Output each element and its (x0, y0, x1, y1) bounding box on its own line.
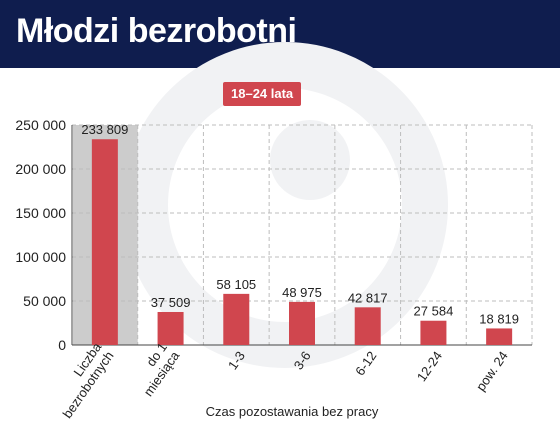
x-tick-label: 3-6 (291, 348, 314, 372)
bar (289, 301, 315, 345)
data-label: 233 809 (81, 122, 128, 137)
data-label: 48 975 (282, 285, 322, 300)
x-axis-title: Czas pozostawania bez pracy (206, 404, 379, 419)
x-tick-label-group: 3-6 (291, 348, 314, 372)
bar (223, 293, 250, 345)
y-tick-label: 50 000 (23, 293, 66, 309)
x-tick-label-group: 1-3 (225, 348, 248, 372)
age-group-badge: 18–24 lata (223, 82, 302, 106)
data-label: 18 819 (479, 311, 519, 326)
x-tick-label-group: pow. 24 (473, 348, 511, 393)
x-tick-label-group: 12-24 (414, 348, 445, 384)
x-tick-label: 1-3 (225, 348, 248, 372)
data-label: 37 509 (151, 295, 191, 310)
y-tick-label: 100 000 (15, 249, 66, 265)
bar (91, 139, 118, 345)
bar (157, 311, 184, 345)
data-label: 42 817 (348, 290, 388, 305)
x-tick-label: pow. 24 (473, 348, 511, 393)
data-label: 58 105 (216, 277, 256, 292)
x-tick-label: 6-12 (352, 348, 379, 378)
bar (420, 320, 447, 345)
y-tick-label: 150 000 (15, 205, 66, 221)
y-tick-label: 0 (58, 337, 66, 353)
bar (354, 307, 381, 345)
x-tick-label: 12-24 (414, 348, 445, 384)
y-tick-label: 250 000 (15, 117, 66, 133)
x-tick-label-group: 6-12 (352, 348, 379, 378)
y-tick-label: 200 000 (15, 161, 66, 177)
page-title: Młodzi bezrobotni (16, 12, 297, 50)
data-label: 27 584 (414, 304, 454, 319)
bar (486, 328, 513, 345)
